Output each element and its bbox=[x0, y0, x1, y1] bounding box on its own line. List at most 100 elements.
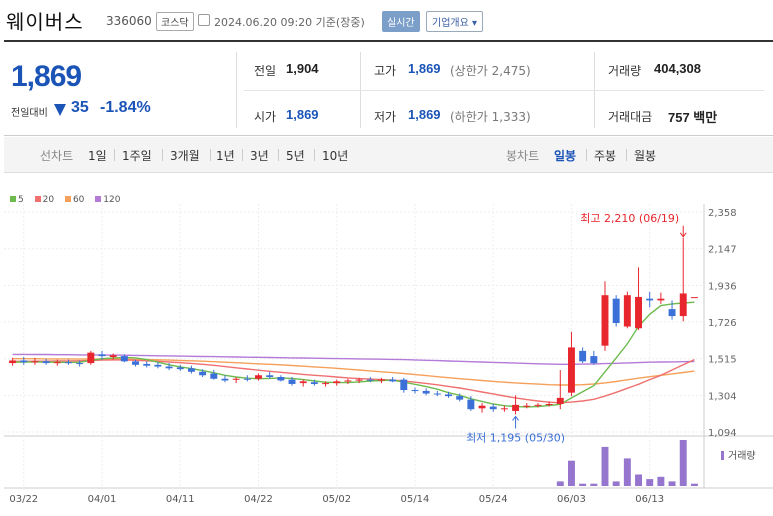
candle bbox=[187, 368, 195, 372]
candle bbox=[623, 295, 631, 327]
candle bbox=[456, 396, 464, 400]
x-tick-label: 03/22 bbox=[9, 494, 38, 505]
tab-3m[interactable]: 3개월 bbox=[170, 149, 200, 163]
ma120-line bbox=[12, 353, 695, 365]
max-arrow-head bbox=[679, 232, 687, 238]
legend-label: 60 bbox=[72, 195, 85, 205]
tab-separator bbox=[242, 149, 243, 161]
chart-grid bbox=[4, 204, 773, 489]
volume-bar bbox=[567, 460, 575, 486]
tab-separator bbox=[210, 149, 211, 161]
current-price: 1,869 bbox=[11, 60, 82, 93]
tab-weekly[interactable]: 주봉 bbox=[594, 149, 617, 163]
candle bbox=[9, 360, 17, 364]
candle bbox=[31, 361, 39, 363]
x-tick-label: 04/22 bbox=[244, 494, 273, 505]
candle bbox=[400, 379, 408, 391]
x-tick-label: 04/11 bbox=[166, 494, 195, 505]
candle bbox=[176, 367, 184, 370]
min-annotation: 최저 1,195 (05/30) bbox=[466, 431, 565, 444]
change-value: 35 bbox=[71, 99, 89, 116]
candle bbox=[344, 380, 352, 382]
tab-1w[interactable]: 1주일 bbox=[122, 149, 152, 163]
tab-1d[interactable]: 1일 bbox=[88, 149, 107, 163]
x-tick-label: 05/02 bbox=[322, 494, 351, 505]
x-tick-label: 06/13 bbox=[635, 494, 664, 505]
candle bbox=[299, 381, 307, 384]
candle bbox=[120, 356, 128, 362]
candle bbox=[98, 354, 106, 357]
open-label: 시가 bbox=[254, 110, 277, 124]
stock-header: 웨이버스 336060 코스닥 2024.06.20 09:20 기준(장중) … bbox=[0, 0, 773, 40]
candle bbox=[445, 394, 452, 397]
legend-label: 5 bbox=[18, 195, 24, 205]
ma20-line bbox=[12, 358, 695, 404]
candle bbox=[232, 378, 240, 380]
open-value: 1,869 bbox=[286, 107, 319, 122]
candle bbox=[199, 371, 207, 376]
tab-monthly[interactable]: 월봉 bbox=[634, 149, 657, 163]
candle bbox=[534, 404, 542, 406]
volume-bar bbox=[657, 476, 665, 486]
legend-item-ma20: 20 bbox=[34, 195, 55, 205]
candle bbox=[210, 373, 218, 379]
price-summary: 1,869 전일대비 35 -1.84% 전일 1,904 고가 1,869 (… bbox=[4, 40, 773, 136]
realtime-button[interactable]: 실시간 bbox=[382, 11, 420, 32]
candle bbox=[65, 362, 72, 364]
upper-limit: (상한가 2,475) bbox=[450, 64, 531, 78]
x-tick-label: 06/03 bbox=[557, 494, 586, 505]
y-tick-label: 1,094 bbox=[708, 428, 737, 439]
down-arrow-icon bbox=[54, 104, 66, 116]
prev-value: 1,904 bbox=[286, 61, 319, 76]
candle bbox=[422, 390, 430, 394]
y-tick-label: 2,147 bbox=[708, 245, 737, 256]
tab-separator bbox=[626, 149, 627, 161]
company-overview-button[interactable]: 기업개요 ▾ bbox=[426, 11, 484, 32]
low-label: 저가 bbox=[374, 110, 397, 124]
candle bbox=[221, 378, 229, 381]
candle bbox=[87, 352, 95, 364]
chevron-down-icon: ▾ bbox=[472, 18, 478, 29]
tab-3y[interactable]: 3년 bbox=[250, 149, 269, 163]
change-percent: -1.84% bbox=[100, 99, 151, 116]
volume-bar bbox=[612, 481, 620, 486]
candle bbox=[277, 377, 285, 381]
market-badge: 코스닥 bbox=[156, 12, 194, 31]
candle bbox=[143, 363, 151, 366]
candle bbox=[154, 364, 162, 367]
tab-separator bbox=[586, 149, 587, 161]
legend-label: 20 bbox=[42, 195, 55, 205]
tab-separator bbox=[162, 149, 163, 161]
candle bbox=[53, 362, 61, 364]
candle bbox=[20, 360, 28, 363]
candle bbox=[545, 403, 553, 405]
candle bbox=[76, 363, 84, 365]
lower-limit: (하한가 1,333) bbox=[450, 110, 531, 124]
legend-swatch bbox=[34, 196, 41, 202]
tab-daily[interactable]: 일봉 bbox=[554, 149, 577, 163]
candle bbox=[243, 378, 251, 380]
candle bbox=[389, 379, 397, 382]
candle bbox=[288, 379, 296, 384]
volume-bar bbox=[646, 479, 654, 486]
candle bbox=[467, 399, 475, 410]
volume-bars bbox=[556, 440, 698, 486]
chart-period-tabs: 선차트 1일 1주일 3개월 1년 3년 5년 10년 봉차트 일봉 주봉 월봉 bbox=[4, 137, 773, 173]
tab-5y[interactable]: 5년 bbox=[286, 149, 305, 163]
tab-10y[interactable]: 10년 bbox=[322, 149, 349, 163]
candle bbox=[556, 397, 564, 404]
volume-bar bbox=[690, 483, 698, 486]
candle bbox=[512, 404, 520, 411]
candle bbox=[310, 382, 318, 384]
high-label: 고가 bbox=[374, 64, 397, 78]
calendar-icon bbox=[198, 14, 210, 26]
moving-averages bbox=[12, 301, 695, 408]
candle bbox=[366, 379, 374, 381]
ma5-line bbox=[12, 301, 695, 408]
candle bbox=[635, 296, 642, 329]
tab-1y[interactable]: 1년 bbox=[216, 149, 235, 163]
legend-swatch bbox=[10, 196, 16, 202]
y-tick-label: 1,936 bbox=[708, 281, 737, 292]
legend-label: 120 bbox=[103, 195, 121, 205]
candle bbox=[612, 298, 620, 324]
